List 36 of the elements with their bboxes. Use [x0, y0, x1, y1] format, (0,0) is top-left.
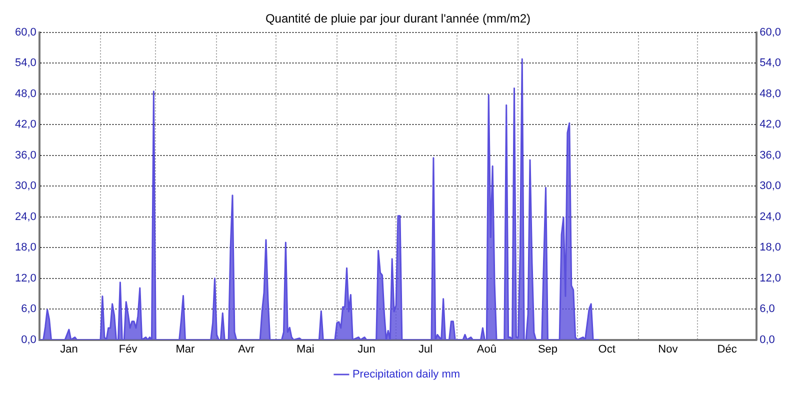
- x-tick-label: Déc: [717, 343, 738, 356]
- x-tick-label: Aoû: [476, 343, 496, 356]
- x-tick-label: Nov: [658, 343, 678, 356]
- x-tick-label: Jul: [418, 343, 433, 356]
- x-tick-label: Sep: [538, 343, 558, 356]
- y2-tick-label: 48,0: [760, 88, 782, 100]
- y-tick-label: 18,0: [14, 242, 36, 254]
- y2-tick-label: 24,0: [760, 210, 782, 223]
- y2-tick-label: 42,0: [760, 118, 782, 131]
- x-tick-label: Mar: [176, 343, 196, 356]
- x-tick-label: Jun: [358, 343, 376, 356]
- y-tick-label: 60,0: [14, 26, 36, 38]
- y2-tick-label: 60,0: [760, 26, 782, 38]
- x-tick-label: Mai: [296, 343, 314, 356]
- y-tick-label: 6,0: [21, 303, 36, 316]
- y-tick-label: 12,0: [14, 272, 36, 284]
- x-tick-label: Fév: [118, 343, 138, 356]
- x-tick-label: Avr: [238, 343, 255, 356]
- y-tick-label: 24,0: [14, 210, 36, 223]
- y-tick-label: 0,0: [21, 334, 36, 346]
- y-tick-label: 30,0: [14, 180, 36, 192]
- y2-tick-label: 30,0: [760, 180, 782, 192]
- x-tick-label: Oct: [598, 343, 616, 356]
- y2-tick-label: 12,0: [760, 272, 782, 284]
- y2-tick-label: 0,0: [760, 334, 775, 346]
- y2-tick-label: 54,0: [760, 57, 782, 70]
- y-tick-label: 48,0: [14, 88, 36, 100]
- y2-tick-label: 6,0: [760, 303, 775, 316]
- x-tick-label: Jan: [60, 343, 78, 356]
- y2-tick-label: 36,0: [760, 149, 782, 162]
- y-tick-label: 42,0: [14, 118, 36, 131]
- chart-title: Quantité de pluie par jour durant l'année (mm/m2): [265, 12, 531, 26]
- y-tick-label: 54,0: [14, 57, 36, 70]
- y-tick-label: 36,0: [14, 149, 36, 162]
- legend-label: Precipitation daily mm: [352, 368, 460, 381]
- y2-tick-label: 18,0: [760, 242, 782, 254]
